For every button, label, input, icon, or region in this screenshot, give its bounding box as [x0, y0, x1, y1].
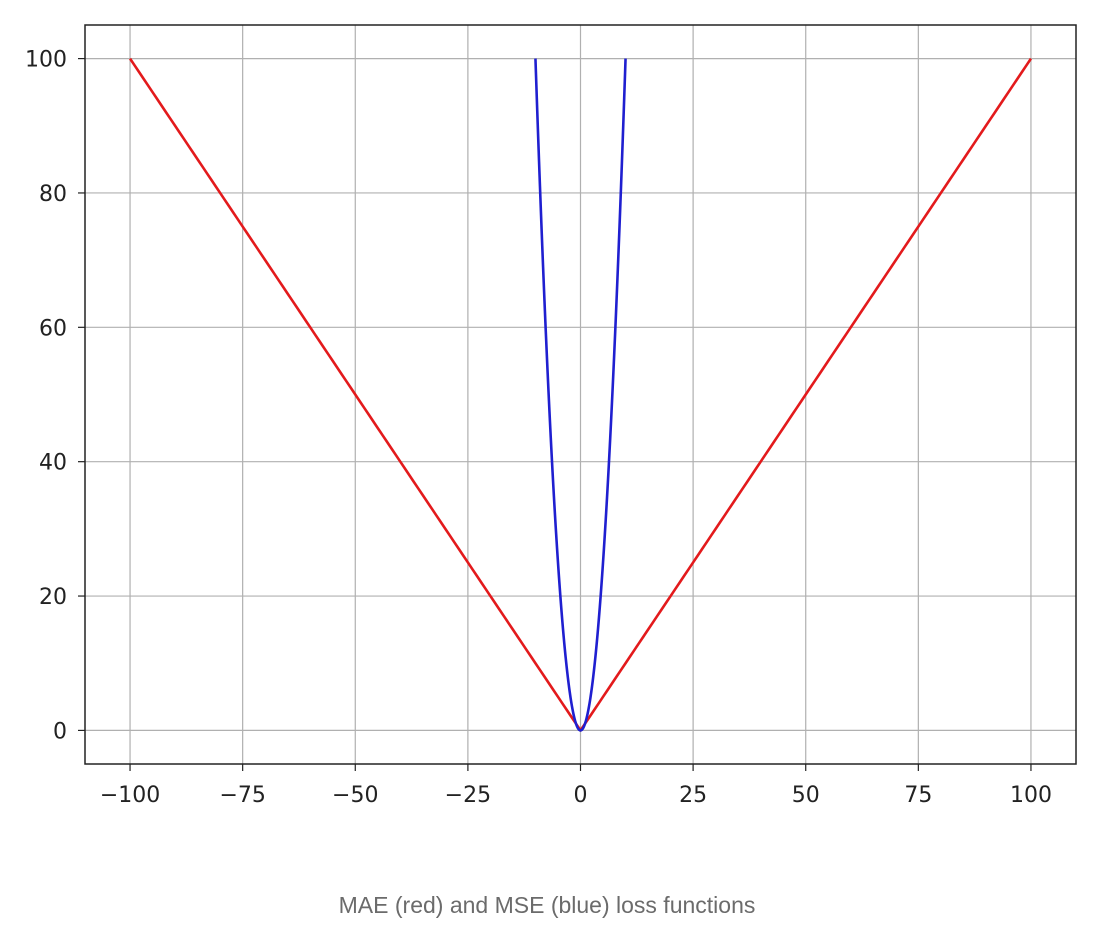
y-tick-label: 0	[53, 719, 67, 744]
x-tick-label: −75	[219, 783, 265, 808]
x-tick-label: −50	[332, 783, 378, 808]
grid-lines	[85, 25, 1076, 764]
loss-chart: −100 −75 −50 −25 0 25 50 75 100 0 20 40 60 80 100	[25, 24, 1077, 808]
x-tick-label: 75	[904, 783, 932, 808]
y-tick-label: 100	[25, 48, 67, 73]
y-tick-label: 40	[39, 451, 67, 476]
x-tick-label: −25	[445, 783, 491, 808]
mse-series-line	[534, 58, 627, 732]
y-tick-label: 60	[39, 316, 67, 341]
series-lines	[128, 57, 1033, 732]
x-tick-label: 0	[574, 783, 588, 808]
y-tick-label: 20	[39, 585, 67, 610]
tick-labels: −100 −75 −50 −25 0 25 50 75 100 0 20 40 60 80 100	[25, 48, 1052, 808]
x-tick-label: 50	[792, 783, 820, 808]
axis-ticks	[78, 57, 1032, 771]
x-tick-label: 25	[679, 783, 707, 808]
x-tick-label: −100	[100, 783, 160, 808]
figure-caption: MAE (red) and MSE (blue) loss functions	[338, 892, 756, 918]
x-tick-label: 100	[1010, 783, 1052, 808]
y-tick-label: 80	[39, 182, 67, 207]
